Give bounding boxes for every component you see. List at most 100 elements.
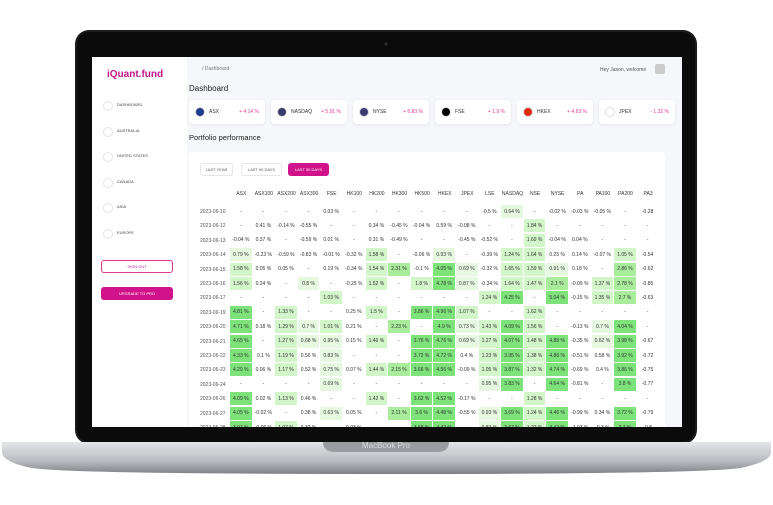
table-cell: 0.01 %: [323, 237, 339, 244]
table-cell: -: [488, 222, 491, 229]
table-cell: -0.04 %: [548, 237, 566, 244]
table-cell: -: [465, 208, 468, 215]
table-cell: -0.34 %: [345, 266, 363, 273]
ticker-name: HKEX: [537, 109, 551, 115]
row-date: 2023-06-14: [200, 252, 226, 259]
table-cell: -0.72: [641, 352, 654, 359]
table-cell: -: [352, 294, 355, 301]
row-date: 2023-06-15: [200, 266, 226, 273]
table-cell: -: [239, 208, 242, 215]
column-header: PA: [577, 190, 584, 197]
table-cell: 0.18 %: [255, 323, 272, 330]
table-cell: 0.05 %: [278, 266, 294, 273]
ticker-card: HKEX + 4.63 %: [517, 100, 593, 124]
table-cell: 1.27 %: [478, 334, 501, 348]
table-cell: -0.5 %: [482, 208, 497, 215]
filter-button[interactable]: LAST 30 DAYS: [288, 163, 329, 176]
table-cell: 0.69 %: [456, 334, 478, 348]
table-cell: -: [601, 395, 604, 402]
nav-item[interactable]: UNITED STATES: [117, 153, 148, 159]
section-title: Portfolio performance: [189, 133, 261, 142]
column-header: NASDAQ: [501, 190, 524, 197]
table-cell: -0.85: [641, 280, 654, 287]
table-cell: 3.86 %: [614, 363, 636, 377]
performance-panel: LAST YEAR LAST 90 DAYS LAST 30 DAYS ASX ASX1…: [189, 152, 665, 427]
table-cell: -0.62: [641, 266, 654, 273]
table-cell: -: [285, 208, 287, 215]
table-cell: -: [307, 381, 310, 388]
table-cell: 4.86 %: [546, 349, 568, 362]
table-cell: 1.42 %: [365, 392, 388, 406]
table-cell: -0.63: [641, 294, 654, 301]
table-cell: 0.34 %: [368, 222, 385, 229]
table-cell: 0.83 %: [320, 349, 342, 362]
table-cell: 1.54 %: [365, 262, 388, 276]
table-cell: -: [262, 338, 265, 345]
table-cell: 0.93 %: [433, 248, 455, 262]
table-cell: -: [488, 395, 491, 402]
table-cell: -0.08 %: [458, 222, 476, 229]
table-cell: -0.67: [641, 338, 654, 345]
table-cell: -0.13 %: [571, 323, 589, 330]
table-cell: 4.05 %: [433, 262, 455, 276]
table-cell: 0.46 %: [300, 395, 317, 402]
column-header: PA200: [618, 190, 633, 197]
table-cell: -: [285, 237, 287, 244]
table-cell: 0.41 %: [255, 222, 272, 229]
table-cell: -: [556, 222, 559, 229]
table-cell: -: [330, 280, 333, 287]
table-cell: -0.15 %: [571, 294, 589, 301]
column-header: FSE: [326, 190, 337, 197]
filter-button[interactable]: LAST 90 DAYS: [241, 163, 282, 176]
table-cell: -0.55 %: [458, 410, 476, 417]
table-cell: 0.75 %: [320, 363, 342, 377]
table-cell: 3.72 %: [614, 406, 636, 420]
nav-item[interactable]: DASHBOARD: [117, 102, 143, 107]
table-cell: 3.86 %: [410, 305, 433, 319]
table-cell: 1.01 %: [320, 320, 342, 334]
table-cell: 4.07 %: [501, 334, 523, 348]
sign-out-button[interactable]: SIGN OUT: [101, 260, 173, 273]
table-cell: 5.04 %: [546, 291, 568, 305]
table-cell: 0.06 %: [255, 366, 272, 373]
table-cell: -0.03 %: [571, 208, 589, 215]
table-cell: -0.54: [641, 251, 654, 258]
table-cell: -: [375, 208, 378, 215]
table-cell: -0.01 %: [322, 251, 340, 258]
table-cell: 0.19 %: [323, 266, 339, 273]
table-cell: -: [398, 280, 400, 287]
table-cell: 1.13 %: [275, 392, 297, 406]
table-cell: -0.99 %: [571, 410, 589, 417]
nav-icon: [103, 177, 113, 188]
nav-item[interactable]: ASIA: [117, 204, 127, 210]
table-cell: -0.69 %: [571, 366, 589, 373]
table-cell: -0.17 %: [458, 395, 476, 402]
table-cell: -0.04 %: [232, 237, 250, 244]
row-date: 2023-06-28: [200, 425, 226, 427]
table-cell: -: [239, 294, 242, 301]
table-cell: 1.19 %: [275, 349, 297, 362]
page-title: Dashboard: [189, 84, 229, 93]
filter-button[interactable]: LAST YEAR: [200, 163, 233, 176]
table-cell: 1.07 %: [456, 305, 478, 319]
table-cell: 0.58 %: [594, 352, 611, 359]
table-cell: -: [443, 208, 446, 215]
table-cell: 1.38 %: [523, 349, 546, 362]
table-cell: 2.31 %: [388, 262, 410, 276]
avatar: [655, 64, 665, 74]
table-cell: -: [465, 381, 468, 388]
nav-icon: [103, 229, 113, 239]
column-header: NYSE: [550, 190, 565, 197]
ticker-change: + 6.83 %: [403, 109, 423, 115]
table-cell: 0.8 %: [297, 277, 320, 290]
table-cell: 1.48 %: [523, 334, 546, 348]
table-cell: 0.4 %: [595, 366, 609, 373]
table-cell: -0.75: [641, 366, 654, 373]
nav-item[interactable]: AUSTRALIA: [117, 127, 140, 133]
nav-item[interactable]: CANADA: [117, 178, 134, 184]
nav-item[interactable]: EUROPE: [117, 230, 134, 235]
table-cell: 0.7 %: [591, 320, 614, 334]
table-cell: 1.65 %: [501, 262, 523, 276]
table-cell: 0.95 %: [478, 377, 501, 391]
upgrade-button[interactable]: UPGRADE TO PRO: [101, 287, 173, 300]
